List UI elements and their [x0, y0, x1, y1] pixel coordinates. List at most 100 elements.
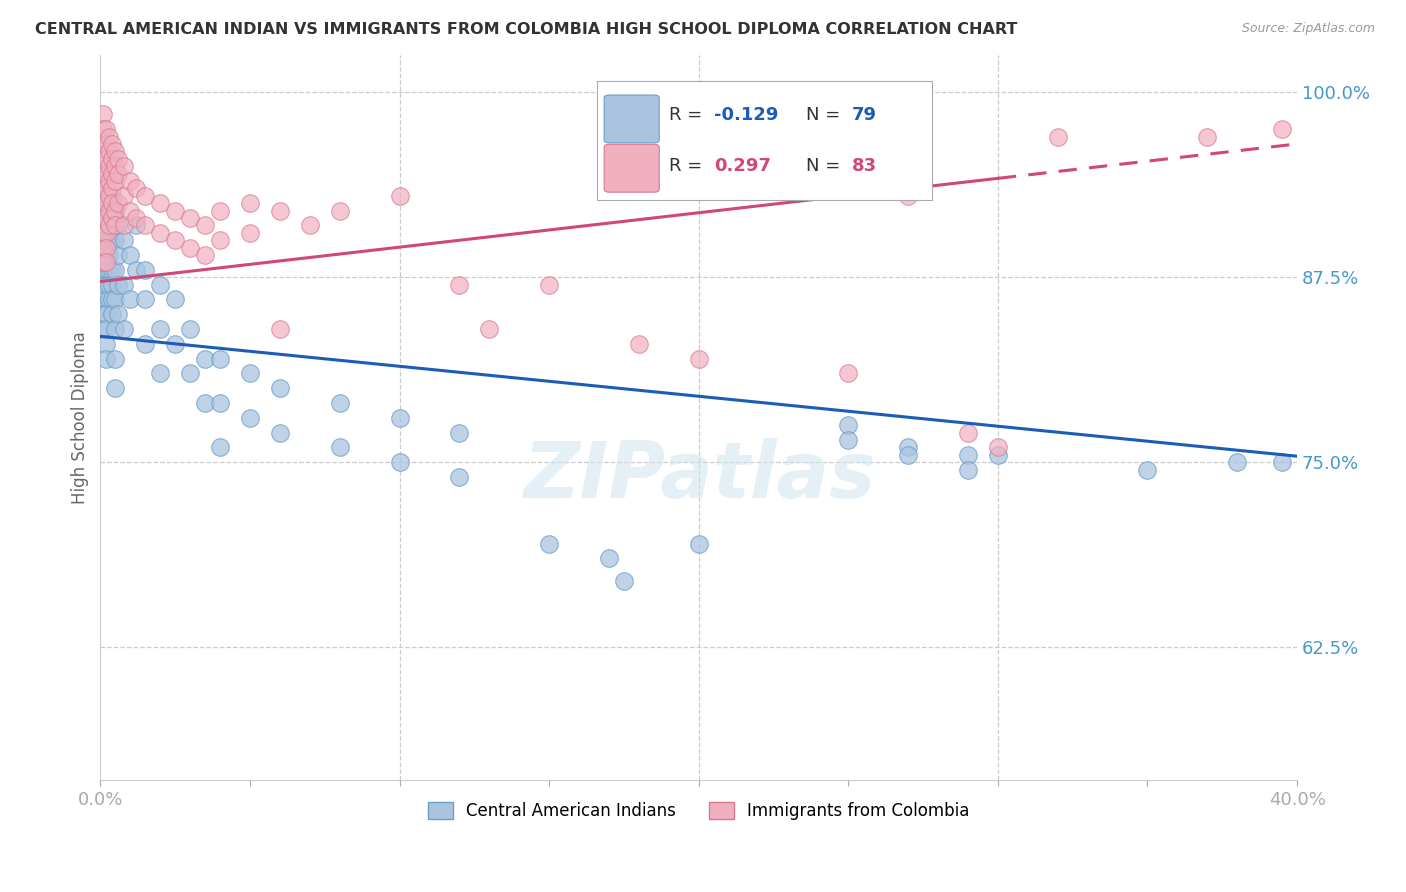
- Point: [104, 219, 127, 233]
- Point: [239, 196, 262, 211]
- Point: [107, 277, 129, 292]
- Point: [194, 248, 217, 262]
- Point: [269, 425, 291, 440]
- Point: [93, 226, 115, 240]
- Point: [107, 248, 129, 262]
- Point: [837, 433, 859, 447]
- Point: [101, 188, 124, 202]
- Point: [149, 196, 172, 211]
- Point: [96, 167, 118, 181]
- Point: [96, 219, 118, 233]
- Point: [93, 240, 115, 254]
- Point: [165, 203, 187, 218]
- Point: [613, 574, 636, 588]
- Point: [194, 396, 217, 410]
- Point: [98, 219, 121, 233]
- Point: [165, 233, 187, 247]
- Point: [104, 293, 127, 307]
- Point: [956, 448, 979, 462]
- Point: [101, 277, 124, 292]
- Point: [538, 536, 561, 550]
- Point: [98, 277, 121, 292]
- Point: [149, 367, 172, 381]
- Point: [104, 233, 127, 247]
- Point: [627, 336, 650, 351]
- Point: [897, 440, 920, 454]
- Point: [96, 226, 118, 240]
- Point: [269, 203, 291, 218]
- Text: 83: 83: [852, 157, 877, 175]
- Y-axis label: High School Diploma: High School Diploma: [72, 331, 89, 504]
- Point: [93, 307, 115, 321]
- Point: [598, 551, 620, 566]
- Point: [149, 277, 172, 292]
- Point: [96, 351, 118, 366]
- Point: [194, 351, 217, 366]
- Point: [104, 262, 127, 277]
- Point: [93, 255, 115, 269]
- Point: [93, 181, 115, 195]
- Point: [101, 293, 124, 307]
- Point: [1136, 462, 1159, 476]
- Point: [96, 336, 118, 351]
- Text: CENTRAL AMERICAN INDIAN VS IMMIGRANTS FROM COLOMBIA HIGH SCHOOL DIPLOMA CORRELAT: CENTRAL AMERICAN INDIAN VS IMMIGRANTS FR…: [35, 22, 1018, 37]
- Point: [96, 277, 118, 292]
- Point: [104, 381, 127, 395]
- Point: [96, 322, 118, 336]
- Point: [449, 277, 471, 292]
- Point: [101, 211, 124, 225]
- Point: [125, 181, 148, 195]
- Point: [96, 152, 118, 166]
- Point: [101, 136, 124, 151]
- Point: [104, 351, 127, 366]
- Point: [93, 293, 115, 307]
- Point: [1226, 455, 1249, 469]
- Text: N =: N =: [807, 157, 846, 175]
- Point: [688, 536, 710, 550]
- Text: N =: N =: [807, 106, 846, 124]
- Point: [449, 425, 471, 440]
- Text: Source: ZipAtlas.com: Source: ZipAtlas.com: [1241, 22, 1375, 36]
- Point: [101, 219, 124, 233]
- Point: [134, 293, 156, 307]
- Point: [107, 307, 129, 321]
- Point: [93, 322, 115, 336]
- Point: [104, 322, 127, 336]
- Point: [298, 219, 321, 233]
- Point: [329, 440, 352, 454]
- Point: [120, 174, 142, 188]
- Point: [239, 410, 262, 425]
- Point: [96, 181, 118, 195]
- Text: R =: R =: [669, 157, 713, 175]
- Point: [98, 233, 121, 247]
- Point: [112, 322, 135, 336]
- Point: [98, 129, 121, 144]
- Point: [120, 293, 142, 307]
- Point: [93, 233, 115, 247]
- Point: [107, 167, 129, 181]
- Point: [101, 167, 124, 181]
- Point: [98, 145, 121, 159]
- Point: [96, 240, 118, 254]
- Point: [96, 255, 118, 269]
- Point: [165, 336, 187, 351]
- Point: [239, 226, 262, 240]
- Point: [134, 219, 156, 233]
- Point: [96, 196, 118, 211]
- Point: [93, 188, 115, 202]
- Point: [93, 122, 115, 136]
- Point: [134, 188, 156, 202]
- Point: [837, 367, 859, 381]
- Point: [98, 262, 121, 277]
- Point: [98, 174, 121, 188]
- Point: [98, 203, 121, 218]
- Point: [101, 181, 124, 195]
- Text: -0.129: -0.129: [714, 106, 779, 124]
- Point: [179, 240, 201, 254]
- Point: [987, 448, 1010, 462]
- Point: [269, 322, 291, 336]
- Point: [194, 219, 217, 233]
- Point: [93, 277, 115, 292]
- Point: [107, 152, 129, 166]
- Point: [98, 159, 121, 173]
